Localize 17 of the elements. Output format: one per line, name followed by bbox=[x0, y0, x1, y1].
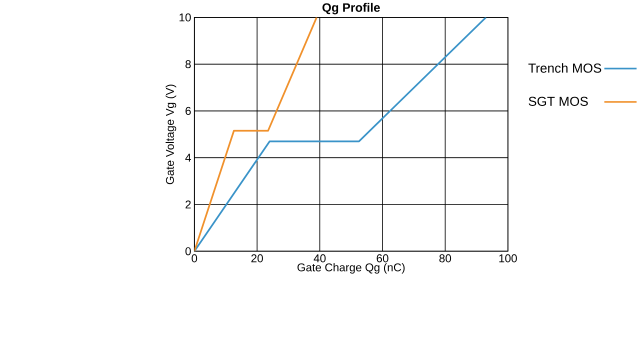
y-tick-label: 6 bbox=[186, 107, 191, 116]
y-tick-label: 8 bbox=[185, 60, 191, 68]
x-tick-label: 100 bbox=[499, 254, 517, 262]
x-axis-title: Gate Charge Qg (nC) bbox=[298, 263, 405, 274]
x-tick-label: 60 bbox=[376, 254, 388, 262]
legend-label: SGT MOS bbox=[528, 96, 588, 106]
y-axis-title: Gate Voltage Vg (V) bbox=[166, 84, 176, 184]
x-tick-label: 20 bbox=[251, 254, 263, 262]
x-tick-label: 0 bbox=[192, 254, 198, 262]
y-tick-label: 4 bbox=[185, 154, 191, 162]
y-tick-label: 2 bbox=[186, 200, 191, 209]
chart-title: Qg Profile bbox=[322, 3, 380, 14]
y-tick-label: 0 bbox=[185, 247, 191, 256]
y-tick-label: 10 bbox=[180, 13, 191, 22]
x-tick-label: 80 bbox=[439, 254, 452, 262]
legend-label: Trench MOS bbox=[528, 63, 602, 73]
x-tick-label: 40 bbox=[314, 254, 326, 262]
